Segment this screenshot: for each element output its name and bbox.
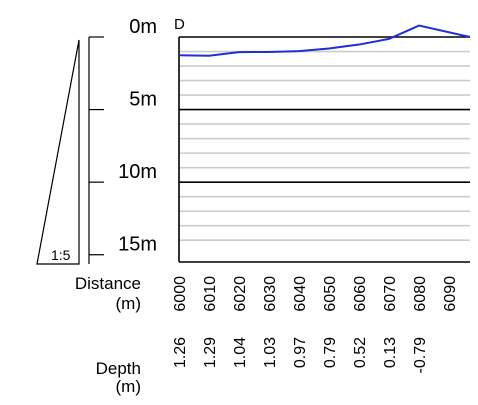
depth-label: 1.04: [232, 337, 249, 368]
depth-tick-label: 5m: [129, 89, 157, 111]
distance-header: Distance (m): [75, 274, 141, 313]
distance-labels: 6000 6010 6020 6030 6040 6050 6060 6070 6080 6090: [172, 276, 459, 312]
distance-label: 6050: [322, 276, 339, 312]
depth-label: 0.52: [352, 337, 369, 368]
distance-label: 6000: [172, 276, 189, 312]
depth-label: 0.79: [322, 337, 339, 368]
depth-tick-label: 0m: [129, 16, 157, 38]
grid-lines: [179, 50, 470, 242]
distance-label: 6070: [382, 276, 399, 312]
distance-label: 6030: [262, 276, 279, 312]
depth-title: Depth: [96, 359, 141, 378]
scale-label: 1:5: [51, 247, 71, 263]
major-depth-lines: [179, 36, 470, 183]
depth-label: 1.29: [202, 337, 219, 368]
depth-label: 0.13: [382, 337, 399, 368]
axes: [88, 37, 470, 264]
depth-ticks: 0m 5m 10m 15m: [89, 16, 157, 256]
distance-label: 6010: [202, 276, 219, 312]
scale-wedge: 1:5: [36, 39, 80, 265]
depth-label: -0.79: [412, 337, 429, 374]
distance-title: Distance: [75, 274, 141, 293]
distance-label: 6090: [442, 276, 459, 312]
distance-label: 6080: [412, 276, 429, 312]
distance-label: 6020: [232, 276, 249, 312]
depth-unit: (m): [116, 377, 141, 396]
depth-label: 1.03: [262, 337, 279, 368]
scale-triangle: [36, 39, 80, 265]
depth-label: 0.97: [292, 337, 309, 368]
depth-header: Depth (m): [96, 359, 141, 396]
distance-label: 6040: [292, 276, 309, 312]
distance-label: 6060: [352, 276, 369, 312]
depth-tick-label: 10m: [118, 161, 157, 183]
distance-unit: (m): [116, 294, 141, 313]
depth-labels: 1.26 1.29 1.04 1.03 0.97 0.79 0.52 0.13 -0.79: [172, 337, 429, 374]
depth-profile-series: [178, 24, 471, 57]
point-label: D: [174, 16, 185, 33]
depth-tick-label: 15m: [118, 234, 157, 256]
depth-label: 1.26: [172, 337, 189, 368]
